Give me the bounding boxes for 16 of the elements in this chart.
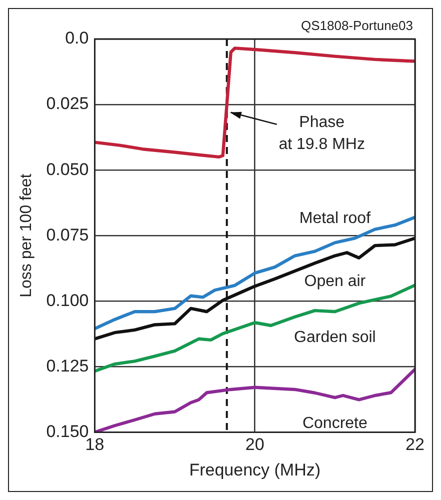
series-label: Metal roof [299,210,372,228]
y-tick-label: 0.075 [46,225,89,244]
y-tick-label: 0.0 [65,28,89,48]
series-label: Garden soil [294,329,376,346]
series-label: Concrete [302,415,368,432]
y-tick-label: 0.125 [46,356,89,376]
x-axis-title: Frequency (MHz) [189,460,321,480]
y-axis-title: Loss per 100 feet [18,173,36,298]
text: QS1808-Portune03 [300,18,413,34]
x-tick-label: 20 [245,435,264,454]
y-tick-label: 0.025 [46,94,89,114]
x-tick-label: 22 [406,435,424,454]
y-tick-label: 0.050 [46,160,89,179]
series-label: Open air [304,273,366,290]
annotation: Phase at 19.8 MHz [278,114,365,153]
y-tick-label: 0.100 [46,290,89,310]
